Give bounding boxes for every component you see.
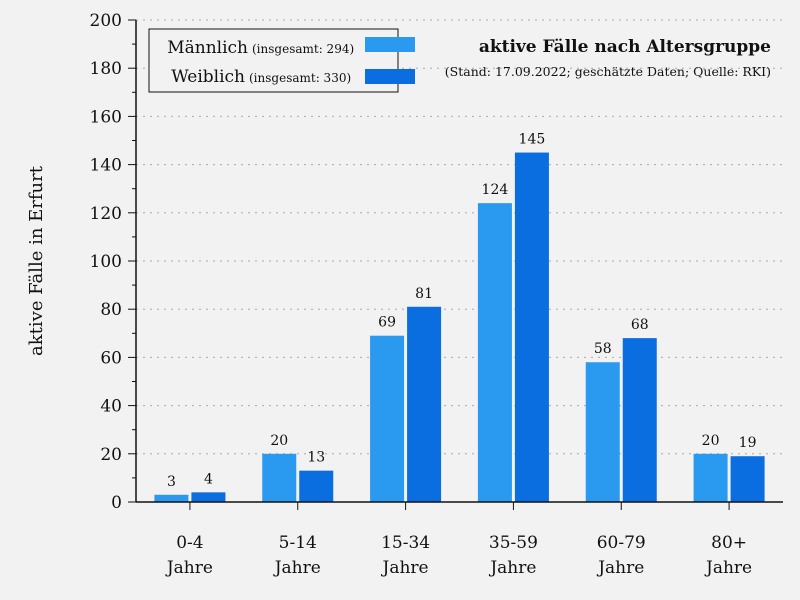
bar-value-label: 4 [204,471,213,487]
bar-female [514,152,549,503]
bar-male [370,335,405,502]
y-tick-label: 100 [90,252,122,272]
bar-value-label: 69 [378,315,396,331]
x-tick-sublabel: Jahre [165,558,213,578]
x-tick-sublabel: Jahre [381,558,429,578]
bar-female [299,470,334,502]
x-tick-sublabel: Jahre [273,558,321,578]
bar-male [477,203,512,502]
y-tick-label: 160 [90,107,122,127]
x-tick-label: 35-59 [489,533,538,553]
bars [154,152,765,503]
bar-female [407,306,442,502]
legend-total-female: (insgesamt: 330) [249,71,351,85]
axes [128,19,783,510]
y-tick-label: 120 [90,204,122,224]
bar-female [730,456,765,502]
bar-value-label: 124 [482,182,509,198]
bar-value-label: 3 [167,474,176,490]
x-tick-label: 0-4 [176,533,203,553]
y-tick-label: 0 [111,493,122,513]
legend-label-female: Weiblich [171,67,245,87]
bar-value-label: 58 [594,341,612,357]
bar-value-label: 81 [415,286,433,302]
bar-value-label: 13 [307,450,325,466]
legend-box [148,28,399,93]
bar-value-label: 20 [270,433,288,449]
chart-title: aktive Fälle nach Altersgruppe [479,37,771,57]
legend: Männlich (insgesamt: 294) Weiblich (insg… [148,28,415,93]
bar-value-label: 20 [702,433,720,449]
legend-total-male: (insgesamt: 294) [252,42,354,56]
bar-female [622,338,657,502]
bar-male [262,453,297,502]
bar-value-label: 19 [739,435,757,451]
x-tick-sublabel: Jahre [596,558,644,578]
x-tick-sublabel: Jahre [488,558,536,578]
bar-value-label: 68 [631,317,649,333]
x-tick-label: 5-14 [279,533,317,553]
legend-label-male: Männlich [167,38,248,58]
bar-male [693,453,728,502]
y-tick-label: 60 [100,348,122,368]
x-tick-label: 60-79 [597,533,646,553]
y-tick-label: 20 [100,445,122,465]
y-axis-label: aktive Fälle in Erfurt [26,165,47,356]
y-tick-label: 80 [100,300,122,320]
grid-lines [136,19,783,455]
x-tick-label: 15-34 [381,533,430,553]
y-tick-label: 140 [90,156,122,176]
bar-male [585,362,620,502]
bar-value-label: 145 [519,132,546,148]
y-tick-label: 40 [100,397,122,417]
legend-swatch-female [365,69,415,84]
labels: 0 20 40 60 80 100 120 140 160 180 200 3 4 0-4 Jahre 20 1… [90,11,757,578]
x-tick-sublabel: Jahre [704,558,752,578]
x-tick-label: 80+ [711,533,747,553]
bar-female [191,492,226,502]
legend-swatch-male [365,37,415,52]
bar-male [154,494,189,502]
y-tick-label: 180 [90,59,122,79]
chart-subtitle: (Stand: 17.09.2022; geschätzte Daten; Qu… [445,64,771,79]
y-tick-label: 200 [90,11,122,31]
